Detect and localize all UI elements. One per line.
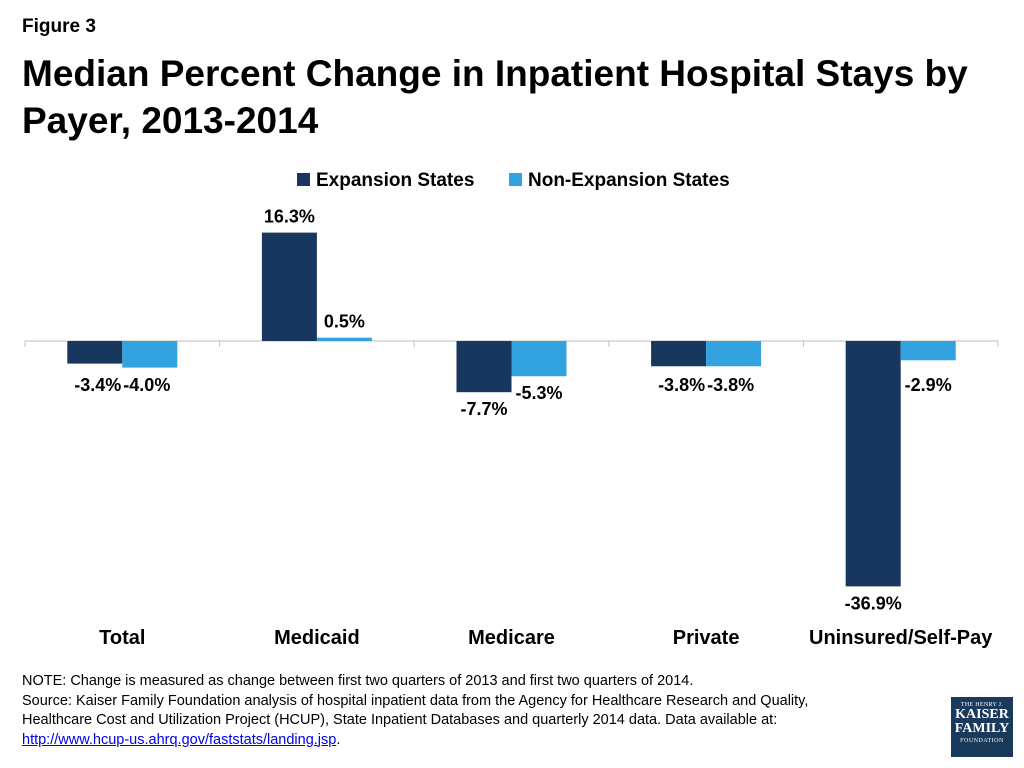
data-label: -4.0% (123, 375, 170, 395)
figure-label: Figure 3 (22, 16, 96, 37)
bar-0-1 (261, 232, 317, 341)
data-label: -2.9% (905, 375, 952, 395)
bar-0-4 (845, 341, 901, 587)
x-tick-label: Uninsured/Self-Pay (809, 627, 993, 649)
logo-line-1: THE HENRY J. (960, 702, 1004, 708)
bar-1-1 (316, 337, 372, 341)
legend-label-0: Expansion States (316, 170, 474, 191)
notes-block: NOTE: Change is measured as change betwe… (22, 672, 922, 750)
legend-swatch-1 (509, 173, 522, 186)
x-tick-label: Total (99, 627, 145, 649)
bar-0-2 (456, 341, 512, 393)
logo-line-3: FAMILY (954, 721, 1010, 736)
source-link-line: http://www.hcup-us.ahrq.gov/faststats/la… (22, 731, 922, 751)
x-tick-label: Medicaid (274, 627, 360, 649)
source-text-line-1: Source: Kaiser Family Foundation analysi… (22, 692, 809, 709)
data-label: -5.3% (515, 383, 562, 403)
data-label: -3.8% (707, 375, 754, 395)
note-text: NOTE: Change is measured as change betwe… (22, 673, 694, 689)
kff-logo: THE HENRY J. KAISER FAMILY FOUNDATION (951, 697, 1013, 757)
x-tick-label: Medicare (468, 627, 555, 649)
bar-1-4 (900, 341, 956, 361)
bar-1-3 (706, 341, 762, 367)
data-label: 0.5% (324, 312, 365, 332)
bar-1-0 (122, 341, 178, 368)
bar-chart: Expansion States Non-Expansion States -3.4… (24, 170, 999, 649)
source-text-line-2: Healthcare Cost and Utilization Project … (22, 712, 778, 728)
x-tick-label: Private (673, 627, 740, 649)
legend-label-1: Non-Expansion States (528, 170, 730, 191)
data-label: -36.9% (845, 593, 902, 613)
bar-0-3 (651, 341, 707, 367)
data-label: 16.3% (264, 207, 315, 227)
logo-line-4: FOUNDATION (960, 738, 1004, 744)
data-label: -3.4% (74, 375, 121, 395)
data-label: -7.7% (460, 399, 507, 419)
logo-line-2: KAISER (955, 707, 1009, 722)
data-label: -3.8% (658, 375, 705, 395)
bar-0-0 (67, 341, 123, 364)
chart-title: Median Percent Change in Inpatient Hospi… (22, 53, 968, 141)
source-link-suffix: . (336, 731, 341, 748)
bar-1-2 (511, 341, 567, 377)
legend-swatch-0 (297, 173, 310, 186)
source-link[interactable]: http://www.hcup-us.ahrq.gov/faststats/la… (22, 731, 337, 748)
